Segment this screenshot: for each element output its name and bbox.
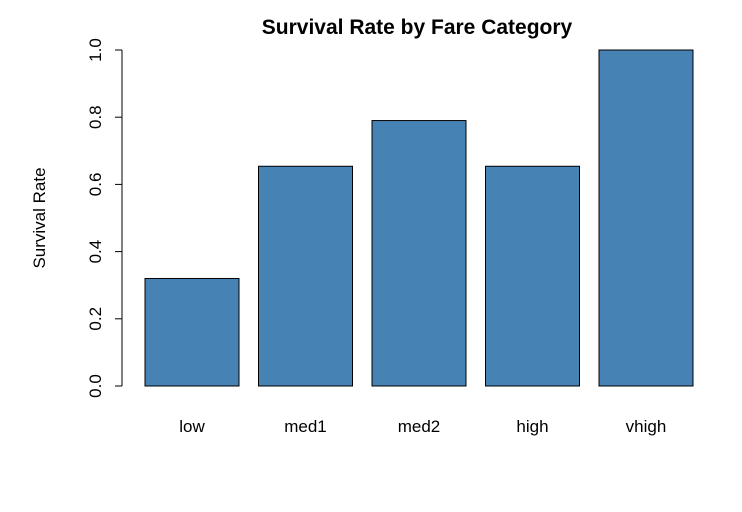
y-tick-label-1.0: 1.0 [86, 38, 105, 62]
bar-high [485, 165, 580, 387]
x-tick-label-vhigh: vhigh [626, 417, 667, 436]
x-axis-labels: low med1 med2 high vhigh [179, 417, 666, 436]
bar-med1 [258, 165, 353, 387]
y-tick-label-0.6: 0.6 [86, 173, 105, 197]
x-tick-label-high: high [516, 417, 548, 436]
bar-low [144, 277, 240, 387]
x-tick-label-med2: med2 [398, 417, 441, 436]
y-tick-label-0.2: 0.2 [86, 307, 105, 331]
y-tick-label-0.8: 0.8 [86, 105, 105, 129]
bars-group [144, 49, 694, 387]
y-tick-label-0.4: 0.4 [86, 240, 105, 264]
y-tick-label-0.0: 0.0 [86, 374, 105, 398]
y-axis: 0.0 0.2 0.4 0.6 0.8 1.0 [86, 38, 123, 398]
bar-med2 [371, 120, 467, 387]
x-tick-label-med1: med1 [284, 417, 327, 436]
x-tick-label-low: low [179, 417, 205, 436]
y-axis-label: Survival Rate [30, 167, 49, 268]
chart-title: Survival Rate by Fare Category [262, 16, 573, 39]
bar-vhigh [598, 49, 694, 387]
